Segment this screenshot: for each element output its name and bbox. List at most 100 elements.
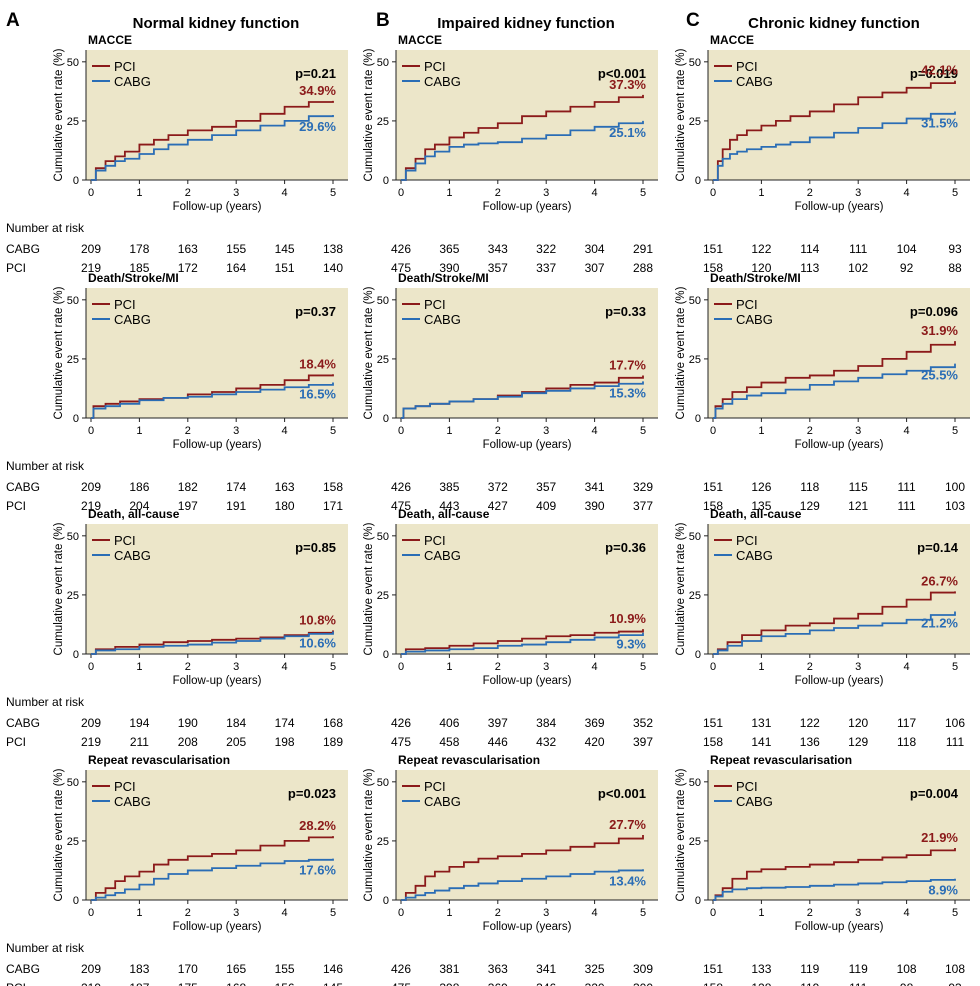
legend-cabg-label: CABG xyxy=(424,548,461,563)
risk-pci-count: 204 xyxy=(129,499,149,513)
km-curve-pci xyxy=(401,94,644,181)
risk-cabg-count: 119 xyxy=(800,962,819,976)
risk-pci-count: 113 xyxy=(800,261,819,275)
risk-pci-count: 135 xyxy=(751,499,771,513)
risk-cabg-count: 322 xyxy=(536,242,556,256)
x-tick-label: 4 xyxy=(904,425,910,437)
panel-1: MACCE 0 25 50 0 1 2 3 4 5 Follow-up (years) Cumulat… xyxy=(6,33,348,275)
column-c-title: Chronic kidney function xyxy=(748,15,920,32)
y-tick-label: 0 xyxy=(695,895,701,907)
p-value: p<0.001 xyxy=(598,786,646,801)
risk-cabg-count: 122 xyxy=(800,716,820,730)
y-tick-label: 25 xyxy=(689,116,701,128)
x-tick-label: 0 xyxy=(88,907,94,919)
plot-background xyxy=(86,770,348,900)
legend-cabg-label: CABG xyxy=(424,74,461,89)
end-label-cabg: 25.5% xyxy=(921,368,958,383)
risk-cabg-count: 138 xyxy=(323,242,343,256)
x-tick-label: 0 xyxy=(710,907,716,919)
x-tick-label: 4 xyxy=(592,907,598,919)
legend-cabg-label: CABG xyxy=(114,74,151,89)
y-tick-label: 25 xyxy=(689,836,701,848)
km-curve-cabg xyxy=(713,611,956,655)
y-tick-label: 50 xyxy=(377,777,389,789)
risk-pci-count: 168 xyxy=(226,981,246,986)
km-curve-cabg xyxy=(713,878,956,901)
km-curve-cabg xyxy=(401,632,644,655)
p-value: p=0.004 xyxy=(910,786,959,801)
end-label-pci: 28.2% xyxy=(299,818,336,833)
x-tick-label: 1 xyxy=(136,907,142,919)
panel-9: Death, all-cause 0 25 50 0 1 2 3 4 5 Follow-up (ye… xyxy=(675,507,970,749)
risk-cabg-count: 365 xyxy=(439,242,459,256)
x-tick-label: 0 xyxy=(398,907,404,919)
panel-title: Death/Stroke/MI xyxy=(88,271,179,285)
legend-cabg-label: CABG xyxy=(424,794,461,809)
risk-pci-count: 129 xyxy=(800,499,820,513)
end-label-pci: 27.7% xyxy=(609,817,646,832)
risk-label-cabg: CABG xyxy=(6,716,40,730)
risk-pci-count: 427 xyxy=(488,499,508,513)
x-tick-label: 5 xyxy=(952,425,958,437)
risk-pci-count: 141 xyxy=(751,735,771,749)
km-curve-cabg xyxy=(713,111,956,181)
end-label-pci: 18.4% xyxy=(299,356,336,371)
end-label-cabg: 17.6% xyxy=(299,863,336,878)
km-curve-pci xyxy=(713,341,956,419)
y-tick-label: 25 xyxy=(689,590,701,602)
risk-pci-count: 390 xyxy=(585,499,605,513)
x-axis-label: Follow-up (years) xyxy=(483,921,572,933)
risk-pci-count: 172 xyxy=(178,261,198,275)
x-axis-label: Follow-up (years) xyxy=(795,201,884,213)
risk-pci-count: 128 xyxy=(751,981,771,986)
x-tick-label: 4 xyxy=(904,907,910,919)
km-curve-cabg xyxy=(401,120,644,181)
risk-pci-count: 197 xyxy=(178,499,198,513)
risk-cabg-count: 329 xyxy=(633,480,653,494)
y-tick-label: 50 xyxy=(67,57,79,69)
risk-pci-count: 475 xyxy=(391,499,411,513)
p-value: p=0.14 xyxy=(917,540,959,555)
y-tick-label: 50 xyxy=(689,531,701,543)
y-tick-label: 50 xyxy=(67,295,79,307)
risk-table-title: Number at risk xyxy=(6,221,85,235)
risk-pci-count: 111 xyxy=(849,981,868,986)
legend-pci-label: PCI xyxy=(114,297,136,312)
panel-title: MACCE xyxy=(710,33,754,47)
x-tick-label: 1 xyxy=(758,187,764,199)
x-tick-label: 4 xyxy=(904,661,910,673)
risk-cabg-count: 381 xyxy=(439,962,459,976)
x-tick-label: 2 xyxy=(495,907,501,919)
x-tick-label: 4 xyxy=(282,187,288,199)
x-tick-label: 5 xyxy=(330,425,336,437)
y-axis-label: Cumulative event rate (%) xyxy=(53,522,65,655)
x-tick-label: 3 xyxy=(543,187,549,199)
legend-pci-label: PCI xyxy=(736,297,758,312)
x-tick-label: 1 xyxy=(136,425,142,437)
km-curve-cabg xyxy=(713,363,956,419)
x-axis-label: Follow-up (years) xyxy=(795,675,884,687)
risk-cabg-count: 406 xyxy=(439,716,459,730)
risk-label-pci: PCI xyxy=(6,981,26,986)
risk-cabg-count: 183 xyxy=(129,962,149,976)
end-label-pci: 26.7% xyxy=(921,573,958,588)
panel-6: Death/Stroke/MI 0 25 50 0 1 2 3 4 5 Follow-up (yea… xyxy=(675,271,970,513)
x-tick-label: 2 xyxy=(185,187,191,199)
x-tick-label: 4 xyxy=(904,187,910,199)
risk-cabg-count: 114 xyxy=(800,242,819,256)
risk-pci-count: 175 xyxy=(178,981,198,986)
x-axis-label: Follow-up (years) xyxy=(483,201,572,213)
risk-cabg-count: 168 xyxy=(323,716,343,730)
y-axis-label: Cumulative event rate (%) xyxy=(675,768,687,901)
x-tick-label: 3 xyxy=(233,425,239,437)
panel-title: Death, all-cause xyxy=(710,507,802,521)
y-tick-label: 25 xyxy=(377,116,389,128)
x-tick-label: 3 xyxy=(543,907,549,919)
risk-pci-count: 93 xyxy=(948,981,962,986)
legend-pci-label: PCI xyxy=(736,533,758,548)
risk-cabg-count: 118 xyxy=(800,480,819,494)
km-curve-pci xyxy=(401,629,644,655)
risk-cabg-count: 209 xyxy=(81,480,101,494)
